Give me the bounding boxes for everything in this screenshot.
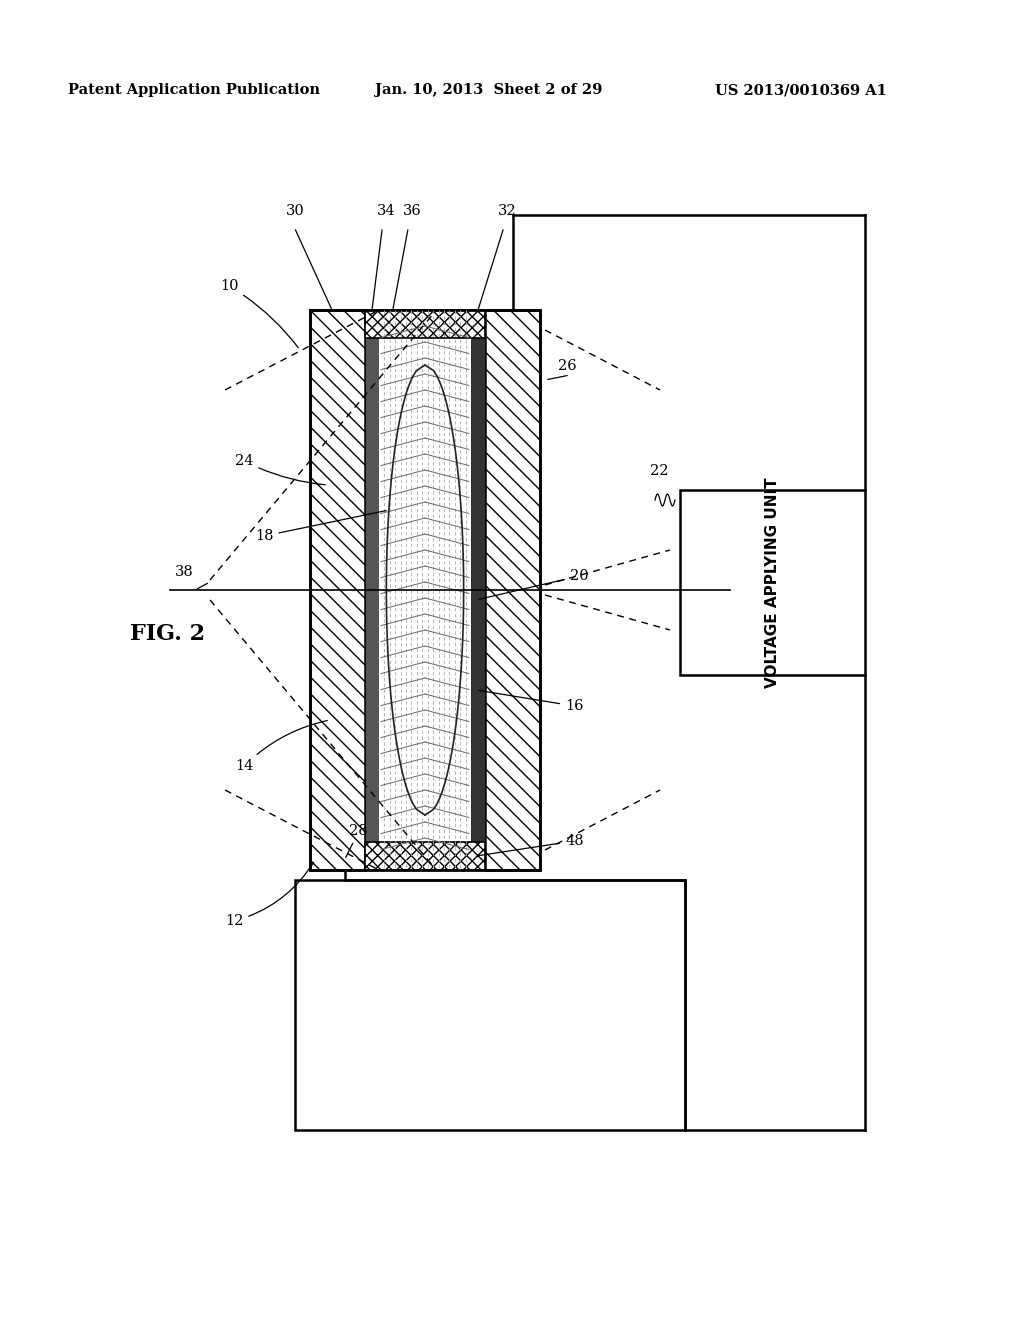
Text: 20: 20 <box>478 569 589 599</box>
Text: 36: 36 <box>402 205 422 218</box>
Text: 38: 38 <box>175 565 194 579</box>
Bar <box>365 842 485 870</box>
Text: 12: 12 <box>225 862 313 928</box>
Text: 10: 10 <box>220 279 298 347</box>
Bar <box>365 310 379 870</box>
Text: 30: 30 <box>286 205 304 218</box>
Text: 48: 48 <box>479 834 584 855</box>
Text: 14: 14 <box>234 721 328 774</box>
Bar <box>471 310 485 870</box>
Text: 34: 34 <box>377 205 395 218</box>
Bar <box>680 490 865 675</box>
Text: VOLTAGE APPLYING UNIT: VOLTAGE APPLYING UNIT <box>765 478 780 688</box>
Bar <box>365 310 485 338</box>
Bar <box>485 310 540 870</box>
Text: 28: 28 <box>346 824 368 858</box>
Bar <box>310 310 365 870</box>
Text: 18: 18 <box>255 511 386 543</box>
Text: 22: 22 <box>650 465 669 478</box>
Text: US 2013/0010369 A1: US 2013/0010369 A1 <box>715 83 887 96</box>
Text: FIG. 2: FIG. 2 <box>130 623 205 645</box>
Text: 26: 26 <box>558 359 577 374</box>
Bar <box>310 310 540 870</box>
Bar <box>295 880 685 1130</box>
Bar <box>379 310 471 870</box>
Text: 16: 16 <box>479 690 584 713</box>
Text: Patent Application Publication: Patent Application Publication <box>68 83 319 96</box>
Text: 32: 32 <box>498 205 517 218</box>
Text: Jan. 10, 2013  Sheet 2 of 29: Jan. 10, 2013 Sheet 2 of 29 <box>375 83 602 96</box>
Text: 24: 24 <box>234 454 326 484</box>
